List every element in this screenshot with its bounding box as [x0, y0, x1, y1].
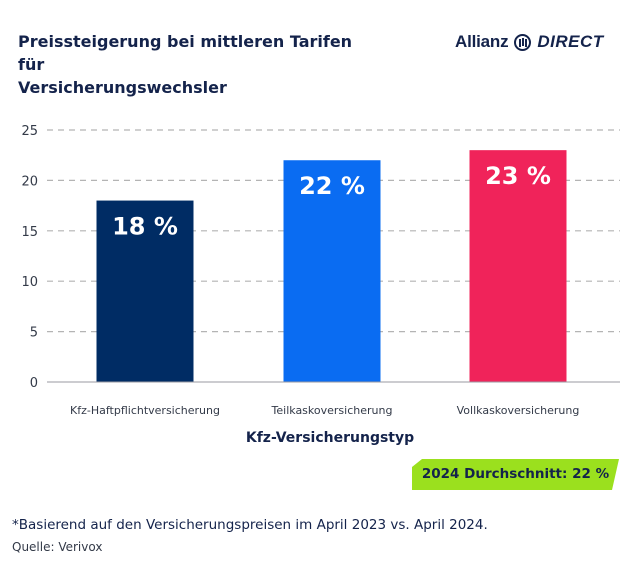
bar-value-label: 22 %	[299, 172, 365, 200]
average-badge-shape	[412, 459, 619, 490]
y-tick-label: 10	[21, 275, 38, 290]
bar-3	[469, 150, 567, 382]
y-axis-ticks: 0 5 10 15 20 25	[21, 124, 38, 391]
x-category-label: Teilkaskoversicherung	[271, 404, 393, 417]
bar-chart: 0 5 10 15 20 25 18 % 22 % 23 % Kfz-Haftpflichtv…	[21, 124, 620, 417]
y-tick-label: 15	[21, 225, 38, 240]
allianz-eagle-icon	[514, 33, 532, 51]
bar-value-label: 18 %	[112, 213, 178, 241]
y-tick-label: 5	[30, 326, 38, 341]
x-category-label: Vollkaskoversicherung	[457, 404, 580, 417]
chart-title-line-1: Preissteigerung bei mittleren Tarifen fü…	[18, 32, 353, 74]
bars: 18 % 22 % 23 %	[96, 150, 567, 382]
x-category-label: Kfz-Haftpflichtversicherung	[70, 404, 220, 417]
y-tick-label: 0	[30, 376, 38, 391]
chart-title-line-2: Versicherungswechsler	[18, 78, 227, 97]
bar-2	[283, 160, 381, 382]
x-axis-categories: Kfz-Haftpflichtversicherung Teilkaskovers…	[70, 404, 579, 417]
average-badge-text: 2024 Durchschnitt: 22 %	[421, 466, 610, 482]
y-tick-label: 20	[21, 174, 38, 189]
y-tick-label: 25	[21, 124, 38, 139]
chart-title: Preissteigerung bei mittleren Tarifen fü…	[18, 30, 378, 99]
bar-1	[96, 200, 194, 382]
x-axis-title: Kfz-Versicherungstyp	[245, 430, 415, 446]
average-badge: 2024 Durchschnitt: 22 %	[412, 459, 619, 490]
source-note: Quelle: Verivox	[12, 540, 103, 554]
bar-value-label: 23 %	[485, 162, 551, 190]
logo-suffix-text: DIRECT	[537, 32, 604, 51]
allianz-direct-logo: Allianz DIRECT	[455, 30, 604, 54]
logo-brand-text: Allianz	[455, 32, 509, 51]
footnote: *Basierend auf den Versicherungspreisen …	[12, 517, 488, 533]
